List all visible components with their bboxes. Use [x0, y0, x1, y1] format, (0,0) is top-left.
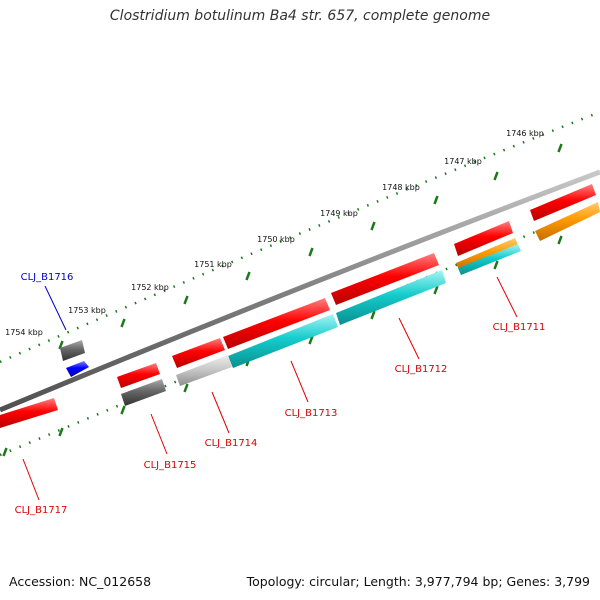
gene-arrow-forward[interactable] — [454, 221, 513, 256]
gene-arrow-forward[interactable] — [530, 184, 596, 221]
ruler-tick-label: 1746 kbp — [506, 129, 544, 138]
gene-label[interactable]: CLJ_B1713 — [285, 408, 338, 419]
gene-arrow-reverse[interactable] — [0, 398, 58, 428]
accession-text: Accession: NC_012658 — [9, 574, 152, 589]
ruler-major-tick — [493, 171, 499, 181]
gene-label[interactable]: CLJ_B1712 — [395, 364, 448, 375]
ruler-major-tick — [433, 195, 439, 205]
ruler-major-tick — [370, 310, 376, 320]
ruler-major-tick — [120, 318, 126, 328]
ruler-tick-label: 1753 kbp — [68, 306, 106, 315]
genome-backbone — [0, 169, 600, 413]
ruler-major-tick — [183, 383, 189, 393]
ruler-tick-label: 1748 kbp — [382, 183, 420, 192]
gene-label[interactable]: CLJ_B1716 — [21, 272, 74, 283]
gene-block-orange[interactable] — [535, 202, 600, 241]
gene-block-light[interactable] — [176, 355, 232, 386]
ruler-major-tick — [493, 260, 499, 270]
gene-block-cyan[interactable] — [458, 244, 521, 275]
gene-block-orange[interactable] — [456, 238, 518, 270]
ruler-major-tick — [557, 235, 563, 245]
ruler-tick-label: 1749 kbp — [320, 209, 358, 218]
ruler-major-tick — [2, 447, 8, 457]
callout-line — [290, 360, 309, 403]
ruler-major-tick — [120, 405, 126, 415]
forward-strand-genes — [0, 184, 596, 428]
ruler-major-tick — [433, 285, 439, 295]
ruler-major-tick — [308, 247, 314, 257]
ruler-major-tick — [557, 143, 563, 153]
gene-block-gray[interactable] — [60, 340, 85, 361]
gene-arrow-reverse[interactable] — [117, 363, 160, 388]
ruler-tick-label: 1747 kbp — [444, 157, 482, 166]
callout-line — [44, 285, 67, 331]
map-title: Clostridium botulinum Ba4 str. 657, comp… — [109, 8, 491, 24]
gene-arrow-reverse[interactable] — [172, 338, 225, 368]
ruler-major-tick — [58, 340, 64, 350]
ruler-labels: 1746 kbp 1747 kbp 1748 kbp 1749 kbp 1750 kbp… — [5, 129, 544, 337]
ruler-major-tick — [308, 335, 314, 345]
gene-labels: CLJ_B1711 CLJ_B1712 CLJ_B1713 CLJ_B1714 CLJ_… — [15, 272, 546, 516]
ruler-tick-label: 1751 kbp — [194, 260, 232, 269]
callout-line — [211, 391, 230, 434]
callout-line — [496, 276, 518, 318]
ruler-major-tick — [58, 427, 64, 437]
callout-line — [150, 413, 168, 455]
ruler-major-tick — [370, 221, 376, 231]
gene-arrow-forward[interactable] — [223, 298, 330, 349]
outer-ruler — [0, 110, 600, 364]
ruler-tick-label: 1750 kbp — [257, 235, 295, 244]
callout-lines — [22, 276, 518, 501]
callout-line — [398, 317, 420, 360]
ruler-tick-label: 1754 kbp — [5, 328, 43, 337]
gene-label[interactable]: CLJ_B1714 — [205, 438, 258, 449]
callout-line — [22, 458, 40, 501]
genome-summary-text: Topology: circular; Length: 3,977,794 bp… — [246, 574, 590, 589]
second-track-genes — [121, 202, 600, 406]
gene-label[interactable]: CLJ_B1717 — [15, 505, 68, 516]
gene-arrow-forward[interactable] — [331, 253, 439, 305]
gene-label[interactable]: CLJ_B1715 — [144, 460, 197, 471]
gene-arrow-blue[interactable] — [66, 361, 89, 377]
gene-block-cyan[interactable] — [336, 270, 446, 325]
gene-block-gray[interactable] — [121, 379, 166, 406]
gene-label[interactable]: CLJ_B1711 — [493, 322, 546, 333]
ruler-major-tick — [183, 295, 189, 305]
ruler-tick-label: 1752 kbp — [131, 283, 169, 292]
gene-block-cyan[interactable] — [228, 314, 338, 368]
outer-ruler-line — [0, 110, 600, 364]
ruler-major-tick — [245, 271, 251, 281]
